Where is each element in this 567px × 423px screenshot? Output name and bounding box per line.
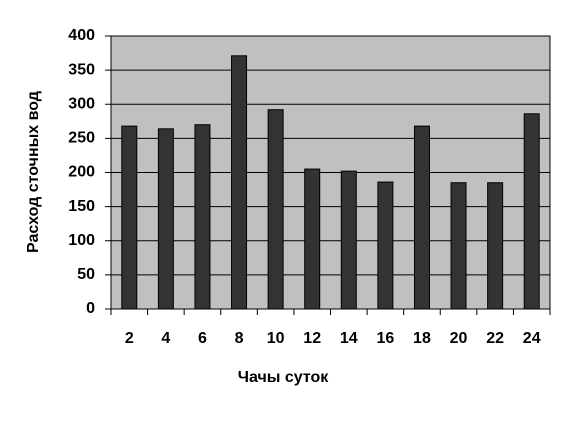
x-tick-label: 16 <box>376 330 394 347</box>
x-tick-label: 8 <box>235 330 244 347</box>
bar <box>340 170 357 310</box>
y-axis-label: Расход сточных вод <box>25 91 42 253</box>
x-tick-label: 22 <box>486 330 504 347</box>
y-tick-label: 200 <box>68 164 95 181</box>
y-tick-label: 400 <box>68 27 95 44</box>
x-tick-label: 2 <box>125 330 134 347</box>
x-tick-label: 24 <box>523 330 541 347</box>
bar <box>304 168 321 310</box>
x-tick-label: 18 <box>413 330 431 347</box>
bar <box>267 109 284 310</box>
bar <box>450 182 467 310</box>
x-tick-label: 10 <box>267 330 285 347</box>
x-tick-label: 20 <box>450 330 468 347</box>
y-tick-label: 50 <box>77 266 95 283</box>
bar <box>523 113 540 310</box>
y-tick-label: 150 <box>68 198 95 215</box>
y-tick-label: 350 <box>68 61 95 78</box>
bar <box>194 124 211 310</box>
x-axis-label: Чачы суток <box>238 369 330 386</box>
bar <box>231 55 248 310</box>
bar <box>157 128 174 310</box>
bar <box>121 125 138 310</box>
y-tick-label: 300 <box>68 95 95 112</box>
bar <box>413 125 430 310</box>
y-tick-label: 0 <box>86 300 95 317</box>
bar <box>487 182 504 310</box>
y-tick-label: 250 <box>68 130 95 147</box>
y-tick-label: 100 <box>68 232 95 249</box>
x-tick-label: 6 <box>198 330 207 347</box>
bar <box>377 181 394 310</box>
x-tick-label: 12 <box>303 330 321 347</box>
x-tick-label: 4 <box>161 330 170 347</box>
x-tick-label: 14 <box>340 330 358 347</box>
